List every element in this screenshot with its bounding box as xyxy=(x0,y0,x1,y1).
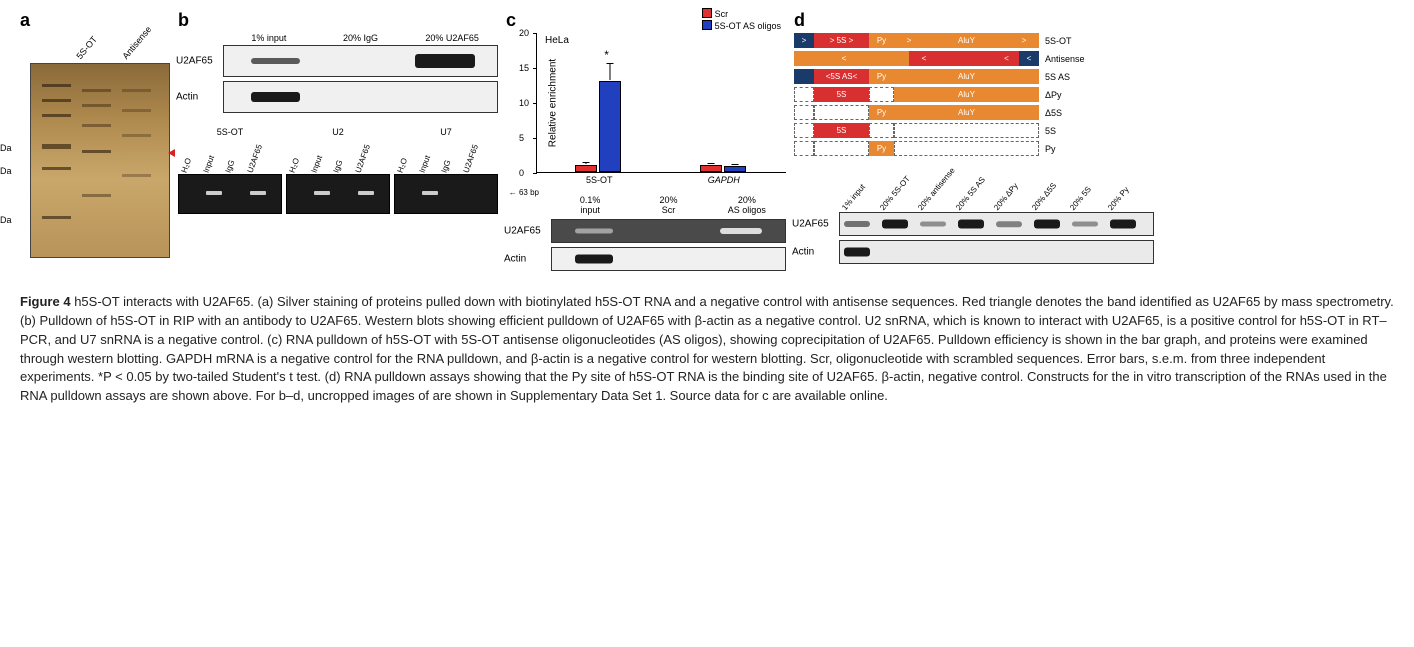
wb-c-actin-label: Actin xyxy=(504,254,526,265)
red-triangle-icon xyxy=(168,149,175,157)
construct-diagrams: >> 5S >Py>AluY>5S-OT<<<<Antisense<5S AS<… xyxy=(794,33,1154,159)
chart-title: HeLa xyxy=(545,35,569,46)
wb-d-u2af65: U2AF65 xyxy=(839,212,1154,236)
wb-c-u2af65-label: U2AF65 xyxy=(504,226,541,237)
panel-d: d >> 5S >Py>AluY>5S-OT<<<<Antisense<5S A… xyxy=(794,10,1154,275)
figure-caption: Figure 4 h5S-OT interacts with U2AF65. (… xyxy=(20,293,1394,406)
y-axis-label: Relative enrichment xyxy=(548,58,559,146)
col-igg: 20% IgG xyxy=(315,33,406,43)
wb-d-actin: Actin xyxy=(839,240,1154,264)
figure-panels: a 5S-OT Antisense 70 kDa55 kDa35 k xyxy=(20,10,1394,275)
wb-u2af65-label: U2AF65 xyxy=(176,56,213,67)
panel-b-gels: 5S-OTH₂OInputIgGU2AF65← 185 bpU2H₂OInput… xyxy=(178,127,498,214)
bar-chart: HeLa Relative enrichment Scr5S-OT AS oli… xyxy=(536,33,786,173)
chart-legend: Scr5S-OT AS oligos xyxy=(702,8,781,32)
silver-stain-gel: 70 kDa55 kDa35 kDa xyxy=(30,63,170,258)
col-u2af65: 20% U2AF65 xyxy=(407,33,498,43)
wb-u2af65: U2AF65 xyxy=(223,45,498,77)
panel-d-label: d xyxy=(794,10,1154,31)
caption-title: h5S-OT interacts with U2AF65. xyxy=(74,294,254,309)
c-col-as: 20% AS oligos xyxy=(708,195,786,215)
lane-label-5sot: 5S-OT xyxy=(74,34,99,61)
wb-d-actin-label: Actin xyxy=(792,247,814,258)
wb-actin-label: Actin xyxy=(176,92,198,103)
wb-c-u2af65: U2AF65 xyxy=(551,219,786,243)
col-input: 1% input xyxy=(223,33,314,43)
panel-c-wb-cols: 0.1% input 20% Scr 20% AS oligos xyxy=(551,195,786,215)
panel-a: a 5S-OT Antisense 70 kDa55 kDa35 k xyxy=(20,10,170,275)
wb-c-actin: Actin xyxy=(551,247,786,271)
panel-b-col-labels: 1% input 20% IgG 20% U2AF65 xyxy=(223,33,498,43)
caption-a: (a) Silver staining of proteins pulled d… xyxy=(258,294,1394,309)
panel-c: c HeLa Relative enrichment Scr5S-OT AS o… xyxy=(506,10,786,275)
panel-b-label: b xyxy=(178,10,498,31)
wb-d-u2af65-label: U2AF65 xyxy=(792,219,829,230)
c-col-input: 0.1% input xyxy=(551,195,629,215)
panel-a-lane-headers: 5S-OT Antisense xyxy=(20,33,170,63)
panel-d-wb-cols: 1% input20% 5S-OT20% antisense20% 5S AS2… xyxy=(839,167,1154,212)
caption-fignum: Figure 4 xyxy=(20,294,71,309)
caption-tail: For b–d, uncropped images of are shown i… xyxy=(256,388,888,403)
panel-b: b 1% input 20% IgG 20% U2AF65 U2AF65 Act… xyxy=(178,10,498,275)
c-col-scr: 20% Scr xyxy=(630,195,708,215)
wb-actin: Actin xyxy=(223,81,498,113)
